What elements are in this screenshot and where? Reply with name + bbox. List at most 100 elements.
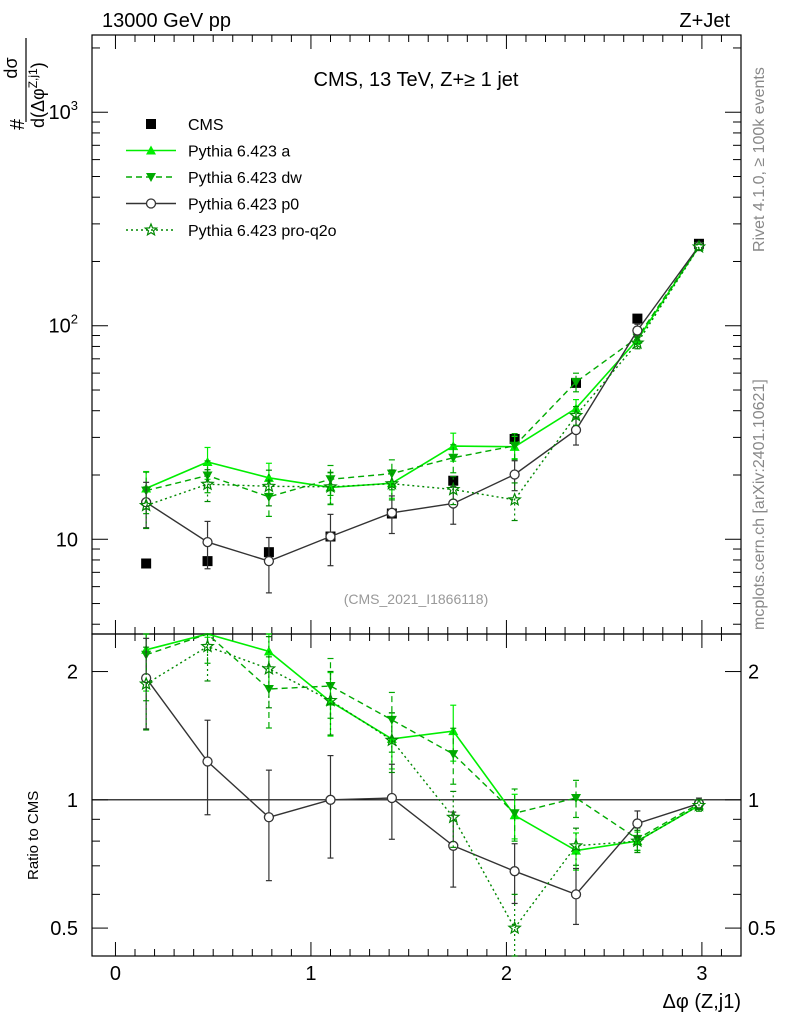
ratio-point-p0 — [386, 792, 398, 804]
legend-label-p0: Pythia 6.423 p0 — [188, 197, 299, 214]
legend-marker-pro — [143, 222, 159, 237]
main-point-pro — [384, 476, 400, 490]
ratio-point-p0 — [325, 794, 336, 805]
y-label-denominator-text: d(Δφ — [28, 88, 48, 128]
main-point-data — [632, 313, 643, 324]
ratio-point-dw — [325, 681, 336, 691]
main-point-pro — [138, 497, 154, 512]
main-point-pro — [323, 479, 338, 494]
y-label-denominator: d(ΔφZ,j1) — [26, 62, 48, 128]
main-line-a — [145, 246, 700, 490]
x-axis-label: Δφ (Z,j1) — [662, 991, 741, 1013]
main-point-data — [141, 558, 152, 569]
main-series-group — [138, 238, 707, 594]
main-line-p0 — [145, 245, 700, 562]
ratio-point-pro — [138, 676, 154, 691]
main-y-tick-exponent: 3 — [71, 98, 78, 113]
main-point-dw — [509, 441, 520, 451]
ratio-y-tick-label-right: 0.5 — [748, 918, 776, 940]
main-series-pro — [138, 239, 707, 530]
ratio-series-pro — [138, 633, 707, 957]
legend-marker-data — [146, 119, 156, 129]
ratio-point-dw — [386, 715, 397, 725]
legend-label-pro: Pythia 6.423 pro-q2o — [188, 223, 337, 240]
main-point-p0 — [202, 536, 213, 548]
x-tick-label: 0 — [110, 963, 121, 985]
header-process-label: Z+Jet — [679, 10, 730, 32]
main-y-tick-label: 102 — [49, 312, 78, 338]
y-label-prefix: # — [7, 118, 29, 130]
ratio-point-dw — [448, 750, 459, 760]
ratio-y-axis-label: Ratio to CMS — [25, 791, 42, 880]
ratio-point-pro — [691, 797, 707, 812]
legend-item-p0: Pythia 6.423 p0 — [126, 197, 299, 214]
ratio-series-a — [141, 633, 704, 871]
main-line-dw — [145, 245, 700, 498]
main-point-p0 — [263, 555, 275, 567]
ratio-series-group — [138, 633, 707, 957]
main-point-pro — [445, 481, 461, 496]
main-axis-ticks: 10 102 103 — [49, 35, 742, 634]
ratio-axis-ticks: 0.5 0.5 1 1 2 2 0 1 2 3 — [50, 634, 776, 985]
legend-item-pro: Pythia 6.423 pro-q2o — [126, 222, 337, 240]
legend-marker-a — [146, 145, 156, 155]
main-point-pro — [261, 478, 277, 493]
x-tick-label: 3 — [696, 963, 707, 985]
ratio-point-dw — [571, 793, 582, 803]
main-point-p0 — [570, 424, 582, 436]
ratio-point-pro — [630, 833, 645, 848]
ratio-point-dw — [263, 685, 274, 695]
main-series-a — [141, 241, 704, 510]
ratio-frame — [91, 633, 742, 957]
ratio-point-p0 — [509, 866, 520, 877]
ratio-point-pro — [445, 809, 461, 824]
legend: CMS Pythia 6.423 a Pythia 6.423 dw Pythia 6… — [126, 117, 337, 240]
y-label-numerator: dσ — [1, 57, 21, 78]
y-label-superscript: Z,j1 — [26, 68, 40, 88]
main-point-pro — [691, 239, 707, 254]
analysis-label: (CMS_2021_I1866118) — [344, 591, 489, 607]
legend-item-dw: Pythia 6.423 dw — [126, 170, 302, 187]
x-tick-label: 1 — [305, 963, 316, 985]
main-series-dw — [141, 242, 704, 517]
legend-label-a: Pythia 6.423 a — [188, 144, 290, 161]
main-point-pro — [630, 335, 645, 350]
ratio-point-p0 — [263, 812, 275, 823]
main-point-pro — [568, 407, 584, 422]
rivet-version-label: Rivet 4.1.0, ≥ 100k events — [751, 67, 768, 252]
main-series-p0 — [140, 240, 705, 594]
main-point-pro — [200, 476, 215, 491]
ratio-point-p0 — [202, 756, 213, 767]
legend-marker-dw — [146, 173, 156, 182]
main-plot-title: CMS, 13 TeV, Z+≥ 1 jet — [314, 69, 519, 91]
ratio-point-p0 — [570, 889, 582, 900]
ratio-point-pro — [200, 638, 215, 653]
ratio-point-pro — [507, 920, 522, 935]
ratio-y-tick-label-left: 1 — [67, 790, 78, 812]
ratio-y-tick-label-left: 2 — [67, 662, 78, 684]
main-point-p0 — [386, 507, 398, 518]
header-energy-label: 13000 GeV pp — [102, 10, 231, 32]
main-point-dw — [263, 492, 274, 502]
x-tick-label: 2 — [501, 963, 512, 985]
ratio-line-dw — [145, 633, 700, 840]
ratio-series-dw — [141, 633, 704, 851]
main-series-data — [141, 238, 704, 569]
legend-label-data: CMS — [188, 117, 224, 134]
main-line-pro — [145, 246, 700, 507]
ratio-line-a — [145, 633, 700, 852]
main-y-axis-label: # dσ d(ΔφZ,j1) — [1, 38, 48, 130]
ratio-point-pro — [384, 732, 400, 747]
main-y-tick-label: 103 — [49, 98, 78, 124]
mcplots-label: mcplots.cern.ch [arXiv:2401.10621] — [751, 379, 768, 630]
main-point-p0 — [509, 469, 520, 480]
main-y-tick-exponent: 2 — [71, 312, 78, 327]
ratio-point-pro — [323, 692, 338, 707]
ratio-y-tick-label-right: 1 — [748, 790, 759, 812]
main-point-pro — [507, 492, 522, 507]
legend-label-dw: Pythia 6.423 dw — [188, 170, 302, 187]
y-label-close-paren: ) — [28, 62, 48, 68]
ratio-y-tick-label-left: 0.5 — [50, 918, 78, 940]
legend-item-data: CMS — [146, 117, 224, 134]
